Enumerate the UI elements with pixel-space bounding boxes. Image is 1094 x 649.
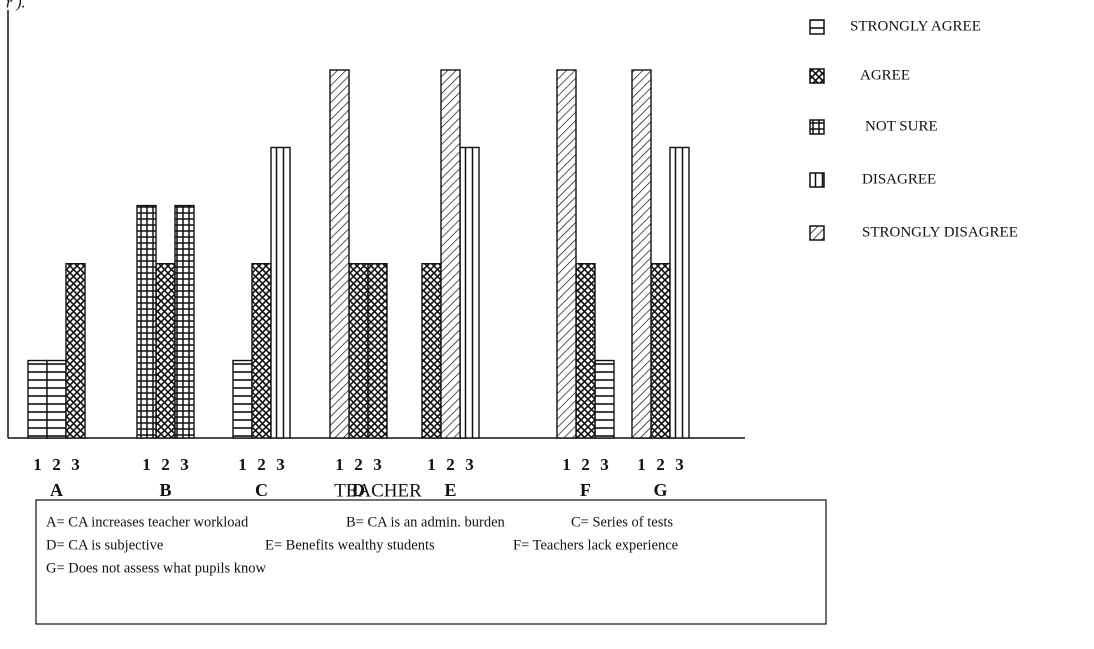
x-tick-label: 3: [180, 455, 189, 474]
group-label: F: [580, 480, 591, 500]
legend-swatch: [809, 172, 825, 188]
bar: [594, 359, 615, 439]
x-tick-label: 2: [161, 455, 170, 474]
group-label: D: [352, 480, 365, 500]
legend-label: STRONGLY AGREE: [850, 18, 981, 34]
legend-label: STRONGLY DISAGREE: [862, 224, 1018, 240]
x-tick-label: 1: [335, 455, 344, 474]
x-tick-label: 3: [600, 455, 609, 474]
x-tick-label: 3: [675, 455, 684, 474]
bar: [669, 146, 690, 439]
x-tick-label: 2: [581, 455, 590, 474]
x-tick-label: 2: [52, 455, 61, 474]
bar: [459, 146, 480, 439]
x-tick-label: 3: [276, 455, 285, 474]
group-label: C: [255, 480, 268, 500]
legend-label: DISAGREE: [862, 171, 936, 187]
note: G= Does not assess what pupils know: [46, 560, 267, 576]
legend-label: NOT SURE: [865, 118, 938, 134]
x-tick-label: 1: [33, 455, 42, 474]
x-tick-label: 1: [427, 455, 436, 474]
bar: [556, 69, 577, 439]
x-tick-label: 3: [373, 455, 382, 474]
caption-fragment: r ).: [6, 0, 26, 12]
x-tick-label: 1: [562, 455, 571, 474]
note: A= CA increases teacher workload: [46, 514, 249, 530]
x-tick-label: 2: [257, 455, 266, 474]
group-label: G: [653, 480, 667, 500]
bar: [136, 204, 157, 439]
x-tick-label: 2: [354, 455, 363, 474]
group-label: E: [444, 480, 456, 500]
bar: [440, 69, 461, 439]
group-label: A: [50, 480, 63, 500]
x-axis-label: TEACHER: [334, 480, 422, 501]
bar: [329, 69, 350, 439]
bar: [251, 262, 272, 439]
bar: [348, 262, 369, 439]
x-tick-label: 1: [142, 455, 151, 474]
group-label: B: [159, 480, 171, 500]
x-tick-label: 3: [71, 455, 80, 474]
bar: [575, 262, 596, 439]
note: E= Benefits wealthy students: [265, 537, 435, 553]
legend-swatch: [809, 19, 825, 35]
x-tick-label: 1: [637, 455, 646, 474]
bar: [46, 359, 67, 439]
bar: [631, 69, 652, 439]
notes-box: [35, 499, 827, 625]
legend-swatch: [809, 119, 825, 135]
bar: [65, 262, 86, 439]
legend-label: AGREE: [860, 67, 910, 83]
bar: [367, 262, 388, 439]
bar: [27, 359, 48, 439]
bar: [270, 146, 291, 439]
note: F= Teachers lack experience: [513, 537, 678, 553]
bar: [421, 262, 442, 439]
note: B= CA is an admin. burden: [346, 514, 506, 530]
bar: [174, 204, 195, 439]
bar: [650, 262, 671, 439]
bar: [232, 359, 253, 439]
legend-swatch: [809, 68, 825, 84]
legend-swatch: [809, 225, 825, 241]
x-tick-label: 2: [656, 455, 665, 474]
note: D= CA is subjective: [46, 537, 163, 553]
bar: [155, 262, 176, 439]
x-tick-label: 2: [446, 455, 455, 474]
x-tick-label: 1: [238, 455, 247, 474]
x-tick-label: 3: [465, 455, 474, 474]
note: C= Series of tests: [571, 514, 673, 530]
